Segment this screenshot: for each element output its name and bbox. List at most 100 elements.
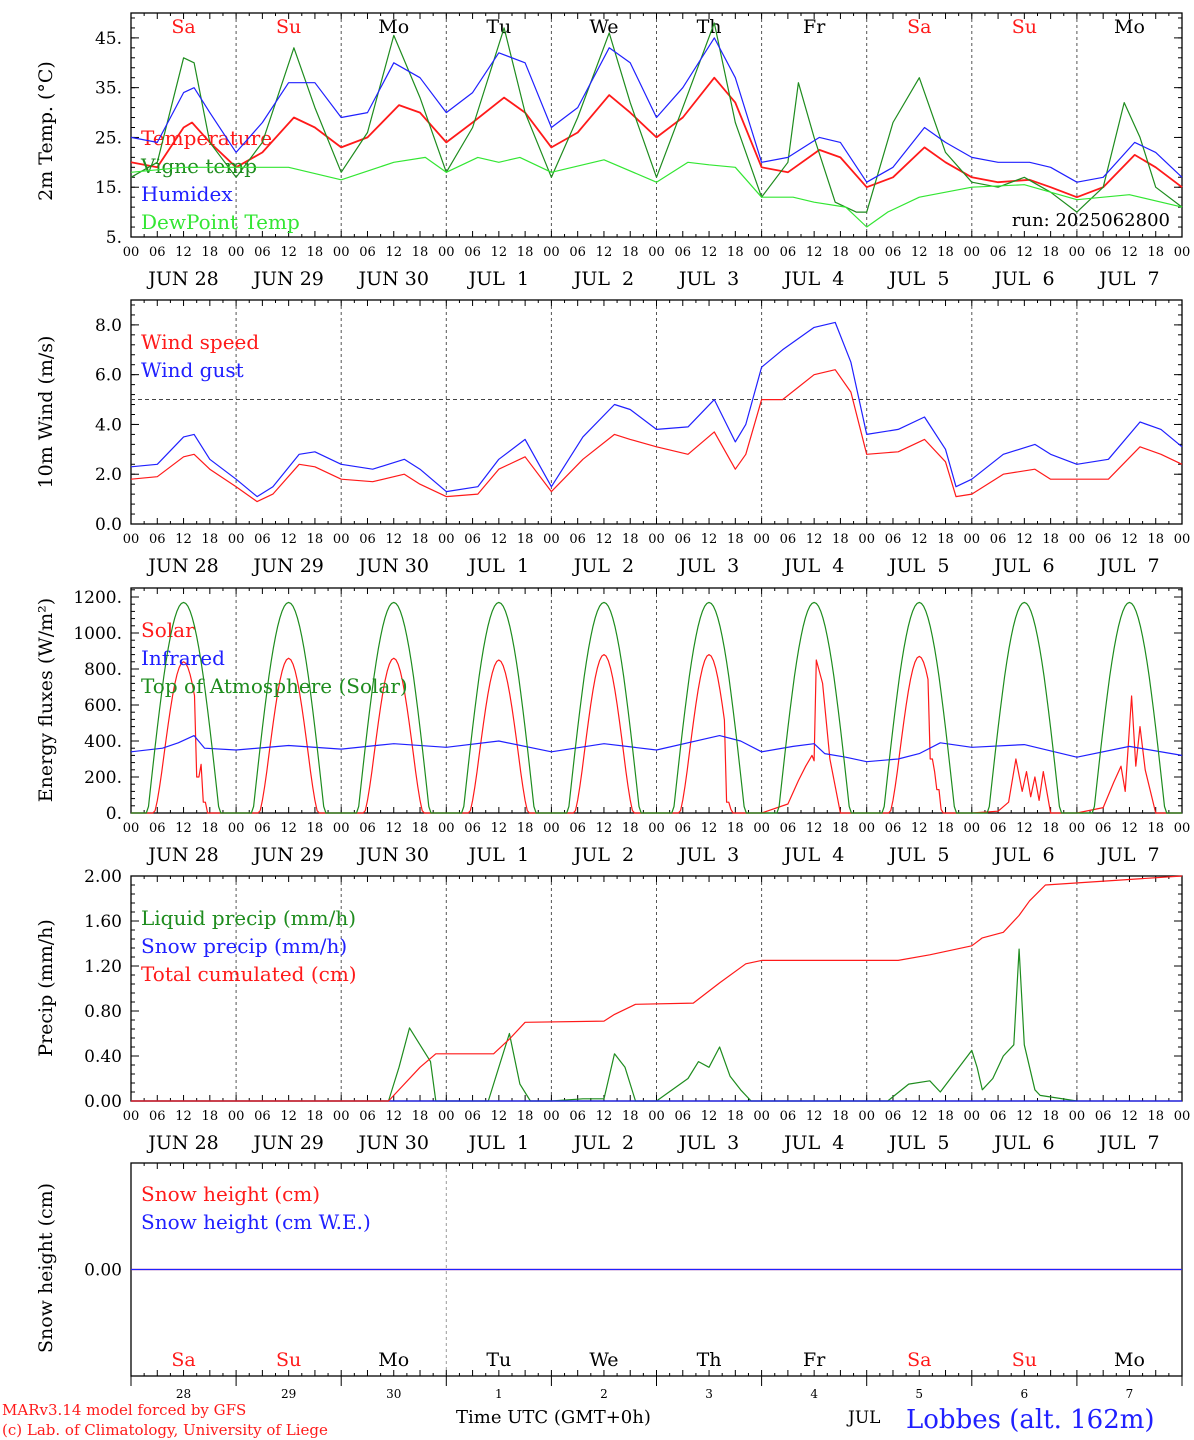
hour-tick-label: 12: [911, 532, 928, 547]
hour-tick-label: 12: [596, 821, 613, 836]
hour-tick-label: 12: [596, 532, 613, 547]
day-label: JUN 30: [357, 268, 429, 290]
day-label: JUN 28: [146, 844, 218, 866]
panel-2: 0.0 2.0 4.0 6.0 8.0 10m Wind (m/s) 00 06 12 18 00 0…: [35, 299, 1191, 577]
hour-tick-label: 06: [464, 245, 481, 260]
panel-5: 0.00 Snow height (cm) Sa Su Mo Tu We Th Fr Sa Su Mo…: [35, 1162, 1183, 1401]
hour-tick-label: 12: [701, 821, 718, 836]
y-tick-label: 45.: [95, 29, 122, 49]
hour-tick-label: 00: [753, 1109, 770, 1124]
hour-tick-label: 00: [648, 532, 665, 547]
y-tick-label: 1200.: [73, 588, 122, 608]
hour-tick-label: 12: [1016, 1109, 1033, 1124]
hour-tick-label: 06: [464, 532, 481, 547]
day-label: JUL 3: [677, 555, 739, 577]
hour-tick-label: 00: [1069, 245, 1086, 260]
hour-tick-label: 12: [911, 821, 928, 836]
hour-tick-label: 18: [202, 532, 219, 547]
y-tick-label: 0.80: [84, 1002, 122, 1022]
y-tick-label: 0.: [106, 804, 122, 824]
hour-tick-label: 00: [543, 532, 560, 547]
bottom-day-number: 28: [176, 1387, 191, 1401]
bottom-day-number: 6: [1021, 1387, 1029, 1401]
hour-tick-label: 12: [385, 1109, 402, 1124]
hour-tick-label: 18: [412, 245, 429, 260]
hour-tick-label: 18: [202, 821, 219, 836]
hour-tick-label: 00: [964, 821, 981, 836]
day-label: JUN 29: [251, 555, 323, 577]
hour-tick-label: 06: [1095, 245, 1112, 260]
y-axis-label: 2m Temp. (°C): [35, 61, 57, 201]
hour-tick-label: 12: [701, 532, 718, 547]
y-tick-label: 0.00: [84, 1092, 122, 1112]
hour-tick-label: 18: [412, 821, 429, 836]
hour-tick-label: 06: [464, 821, 481, 836]
hour-tick-label: 00: [228, 1109, 245, 1124]
hour-tick-label: 06: [149, 821, 166, 836]
hour-tick-label: 00: [1069, 532, 1086, 547]
day-label: JUN 28: [146, 555, 218, 577]
hour-tick-label: 12: [491, 821, 508, 836]
y-tick-label: 800.: [84, 660, 122, 680]
hour-tick-label: 06: [885, 1109, 902, 1124]
hour-tick-label: 18: [622, 1109, 639, 1124]
hour-tick-label: 12: [1016, 245, 1033, 260]
bottom-day-number: 30: [386, 1387, 401, 1401]
y-tick-label: 1.20: [84, 957, 122, 977]
hour-tick-label: 12: [1016, 821, 1033, 836]
day-label: JUN 30: [357, 1132, 429, 1154]
hour-tick-label: 12: [1121, 532, 1138, 547]
y-tick-label: 400.: [84, 732, 122, 752]
day-label: JUL 5: [887, 555, 949, 577]
hour-tick-label: 18: [832, 1109, 849, 1124]
hour-tick-label: 18: [517, 245, 534, 260]
hour-tick-label: 12: [806, 245, 823, 260]
hour-tick-label: 00: [1174, 1109, 1191, 1124]
hour-tick-label: 00: [333, 245, 350, 260]
hour-tick-label: 12: [491, 245, 508, 260]
day-label: JUN 29: [251, 844, 323, 866]
hour-tick-label: 18: [517, 1109, 534, 1124]
hour-tick-label: 00: [123, 1109, 140, 1124]
hour-tick-label: 00: [1174, 532, 1191, 547]
y-tick-label: 600.: [84, 696, 122, 716]
weekday-label: Sa: [907, 1349, 931, 1371]
hour-tick-label: 18: [727, 1109, 744, 1124]
hour-tick-label: 12: [385, 532, 402, 547]
hour-tick-label: 06: [569, 532, 586, 547]
legend-entry: Snow height (cm W.E.): [141, 1210, 371, 1234]
y-tick-label: 6.0: [95, 366, 122, 386]
hour-tick-label: 00: [333, 821, 350, 836]
y-axis-label: Snow height (cm): [35, 1183, 57, 1353]
weekday-label: Su: [1012, 1349, 1037, 1371]
weekday-label: Mo: [378, 1349, 409, 1371]
hour-tick-label: 06: [1095, 532, 1112, 547]
day-label: JUL 3: [677, 1132, 739, 1154]
hour-tick-label: 06: [464, 1109, 481, 1124]
hour-tick-label: 06: [885, 532, 902, 547]
panel-1: 5. 15. 25. 35. 45. 2m Temp. (°C) 00 06 12 18 00 06 1…: [35, 12, 1190, 290]
y-tick-label: 200.: [84, 768, 122, 788]
day-label: JUL 7: [1097, 1132, 1159, 1154]
weekday-label: Sa: [171, 16, 195, 38]
hour-tick-label: 00: [964, 245, 981, 260]
hour-tick-label: 00: [438, 245, 455, 260]
hour-tick-label: 00: [438, 532, 455, 547]
hour-tick-label: 18: [1147, 532, 1164, 547]
day-label: JUL 6: [992, 1132, 1054, 1154]
day-label: JUL 5: [887, 268, 949, 290]
day-label: JUL 5: [887, 1132, 949, 1154]
hour-tick-label: 00: [228, 821, 245, 836]
hour-tick-label: 18: [307, 245, 324, 260]
hour-tick-label: 00: [753, 245, 770, 260]
credits-line1: MARv3.14 model forced by GFS: [2, 1401, 246, 1419]
hour-tick-label: 12: [1121, 1109, 1138, 1124]
hour-tick-label: 06: [359, 821, 376, 836]
hour-tick-label: 12: [491, 532, 508, 547]
day-label: JUL 2: [572, 268, 634, 290]
y-tick-label: 0.0: [95, 515, 122, 535]
hour-tick-label: 18: [622, 532, 639, 547]
hour-tick-label: 12: [175, 532, 192, 547]
hour-tick-label: 12: [175, 821, 192, 836]
hour-tick-label: 06: [990, 821, 1007, 836]
